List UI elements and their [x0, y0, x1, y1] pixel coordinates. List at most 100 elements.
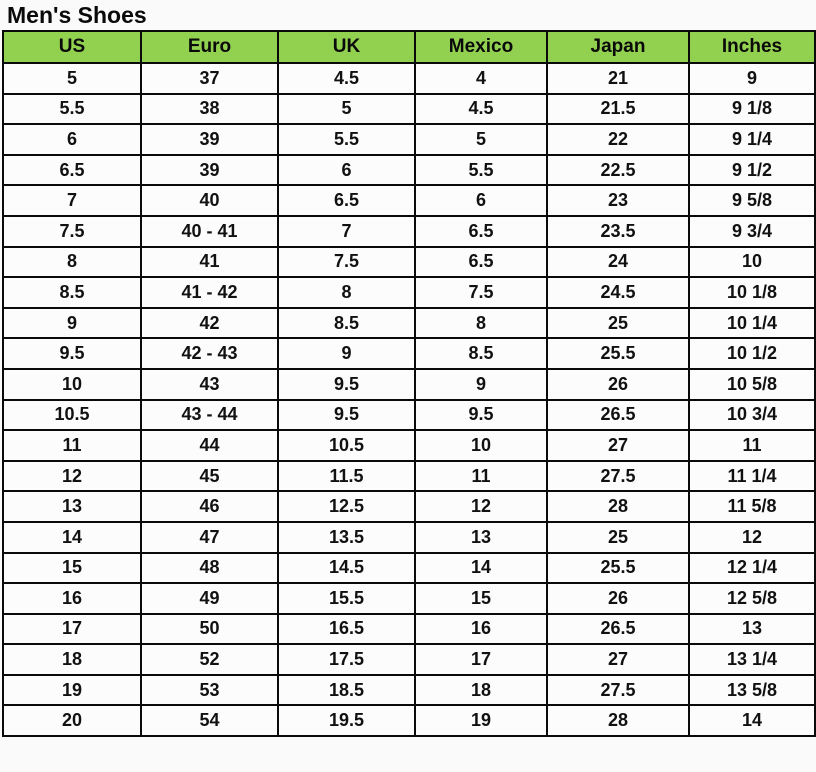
cell: 24 — [546, 245, 690, 279]
cell: 46 — [140, 490, 279, 523]
cell: 26 — [546, 367, 690, 401]
cell: 25.5 — [546, 337, 690, 370]
cell: 5 — [2, 62, 142, 95]
cell: 7 — [277, 214, 416, 248]
cell: 8 — [2, 245, 142, 279]
cell: 14 — [2, 520, 142, 554]
cell: 54 — [140, 704, 279, 738]
cell: 4 — [414, 62, 548, 95]
cell: 9 5/8 — [688, 184, 816, 217]
cell: 43 - 44 — [140, 398, 279, 432]
cell: 14 — [688, 704, 816, 738]
cell: 5 — [277, 92, 416, 126]
cell: 8 — [414, 306, 548, 340]
cell: 21.5 — [546, 92, 690, 126]
column-header-uk: UK — [277, 30, 416, 64]
cell: 8 — [277, 276, 416, 309]
cell: 11 5/8 — [688, 490, 816, 523]
cell: 53 — [140, 673, 279, 707]
cell: 22 — [546, 123, 690, 156]
cell: 28 — [546, 490, 690, 523]
cell: 21 — [546, 62, 690, 95]
cell: 12 5/8 — [688, 582, 816, 615]
cell: 11 — [414, 459, 548, 493]
cell: 10 1/2 — [688, 337, 816, 370]
cell: 27.5 — [546, 673, 690, 707]
table-row: 14 47 13.5 13 25 12 — [2, 520, 816, 554]
cell: 6.5 — [414, 214, 548, 248]
cell: 16 — [2, 582, 142, 615]
table-body: 5 37 4.5 4 21 9 5.5 38 5 4.5 21.5 9 1/8 6 39 5.5 5 22 9 1… — [2, 62, 816, 738]
cell: 13 1/4 — [688, 643, 816, 676]
cell: 8.5 — [277, 306, 416, 340]
table-row: 13 46 12.5 12 28 11 5/8 — [2, 490, 816, 523]
cell: 41 - 42 — [140, 276, 279, 309]
cell: 7 — [2, 184, 142, 217]
cell: 9 1/2 — [688, 153, 816, 187]
cell: 39 — [140, 123, 279, 156]
cell: 15 — [414, 582, 548, 615]
cell: 13 — [414, 520, 548, 554]
table-row: 6.5 39 6 5.5 22.5 9 1/2 — [2, 153, 816, 187]
cell: 6 — [277, 153, 416, 187]
cell: 13 — [2, 490, 142, 523]
cell: 13.5 — [277, 520, 416, 554]
cell: 50 — [140, 612, 279, 646]
cell: 4.5 — [414, 92, 548, 126]
cell: 17 — [2, 612, 142, 646]
header-row: US Euro UK Mexico Japan Inches — [2, 30, 816, 64]
cell: 5.5 — [414, 153, 548, 187]
cell: 10 1/4 — [688, 306, 816, 340]
cell: 12 — [2, 459, 142, 493]
cell: 12 — [414, 490, 548, 523]
cell: 4.5 — [277, 62, 416, 95]
cell: 18 — [2, 643, 142, 676]
cell: 52 — [140, 643, 279, 676]
cell: 10.5 — [277, 429, 416, 462]
cell: 5.5 — [2, 92, 142, 126]
cell: 12 — [688, 520, 816, 554]
cell: 12.5 — [277, 490, 416, 523]
cell: 9 1/4 — [688, 123, 816, 156]
cell: 10 5/8 — [688, 367, 816, 401]
cell: 6.5 — [277, 184, 416, 217]
column-header-inches: Inches — [688, 30, 816, 64]
cell: 26 — [546, 582, 690, 615]
cell: 9 1/8 — [688, 92, 816, 126]
table-row: 16 49 15.5 15 26 12 5/8 — [2, 582, 816, 615]
cell: 9.5 — [414, 398, 548, 432]
table-row: 7 40 6.5 6 23 9 5/8 — [2, 184, 816, 217]
cell: 19.5 — [277, 704, 416, 738]
cell: 8.5 — [2, 276, 142, 309]
cell: 9.5 — [277, 398, 416, 432]
cell: 12 1/4 — [688, 551, 816, 585]
cell: 40 - 41 — [140, 214, 279, 248]
cell: 23.5 — [546, 214, 690, 248]
cell: 42 — [140, 306, 279, 340]
cell: 25 — [546, 520, 690, 554]
cell: 18 — [414, 673, 548, 707]
cell: 9 — [277, 337, 416, 370]
cell: 24.5 — [546, 276, 690, 309]
cell: 25.5 — [546, 551, 690, 585]
cell: 42 - 43 — [140, 337, 279, 370]
cell: 14.5 — [277, 551, 416, 585]
cell: 9.5 — [277, 367, 416, 401]
table-row: 19 53 18.5 18 27.5 13 5/8 — [2, 673, 816, 707]
cell: 15 — [2, 551, 142, 585]
cell: 9 — [688, 62, 816, 95]
column-header-euro: Euro — [140, 30, 279, 64]
cell: 19 — [2, 673, 142, 707]
cell: 13 — [688, 612, 816, 646]
cell: 17 — [414, 643, 548, 676]
cell: 16 — [414, 612, 548, 646]
cell: 25 — [546, 306, 690, 340]
cell: 9 — [414, 367, 548, 401]
table-row: 6 39 5.5 5 22 9 1/4 — [2, 123, 816, 156]
table-row: 10.5 43 - 44 9.5 9.5 26.5 10 3/4 — [2, 398, 816, 432]
cell: 47 — [140, 520, 279, 554]
cell: 6.5 — [414, 245, 548, 279]
cell: 28 — [546, 704, 690, 738]
shoe-size-conversion-table: US Euro UK Mexico Japan Inches 5 37 4.5 4 21 9 5.5 3… — [2, 30, 816, 738]
column-header-japan: Japan — [546, 30, 690, 64]
